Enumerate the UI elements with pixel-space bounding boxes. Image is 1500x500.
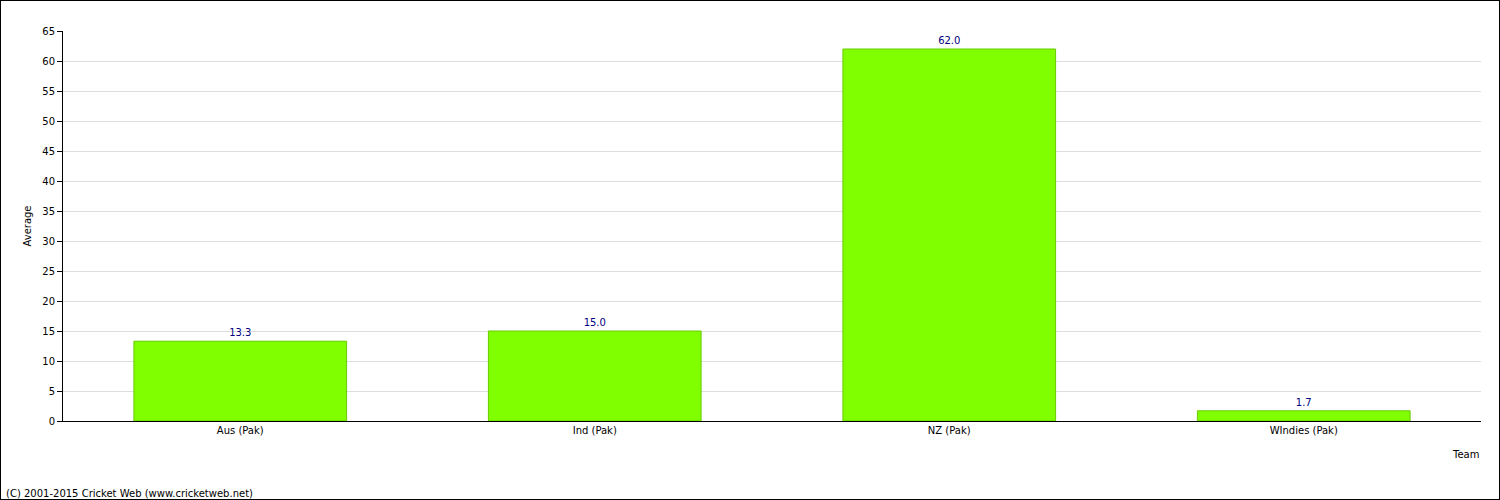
- svg-text:30: 30: [42, 236, 55, 247]
- svg-text:50: 50: [42, 116, 55, 127]
- svg-text:0: 0: [49, 416, 55, 427]
- svg-text:Average: Average: [22, 205, 33, 246]
- svg-text:40: 40: [42, 176, 55, 187]
- svg-text:45: 45: [42, 146, 55, 157]
- svg-text:25: 25: [42, 266, 55, 277]
- svg-text:1.7: 1.7: [1296, 397, 1312, 408]
- svg-text:Ind (Pak): Ind (Pak): [573, 425, 617, 436]
- svg-text:13.3: 13.3: [229, 327, 251, 338]
- svg-text:15: 15: [42, 326, 55, 337]
- svg-text:55: 55: [42, 86, 55, 97]
- svg-text:62.0: 62.0: [938, 35, 960, 46]
- svg-text:20: 20: [42, 296, 55, 307]
- svg-text:Team: Team: [1452, 449, 1479, 460]
- svg-text:15.0: 15.0: [584, 317, 606, 328]
- svg-text:60: 60: [42, 56, 55, 67]
- svg-text:5: 5: [49, 386, 55, 397]
- svg-text:10: 10: [42, 356, 55, 367]
- svg-text:Aus (Pak): Aus (Pak): [217, 425, 264, 436]
- svg-text:NZ (Pak): NZ (Pak): [928, 425, 971, 436]
- svg-text:35: 35: [42, 206, 55, 217]
- svg-text:WIndies (Pak): WIndies (Pak): [1270, 425, 1338, 436]
- svg-text:65: 65: [42, 26, 55, 37]
- svg-text:(C) 2001-2015 Cricket Web (www: (C) 2001-2015 Cricket Web (www.cricketwe…: [6, 488, 253, 499]
